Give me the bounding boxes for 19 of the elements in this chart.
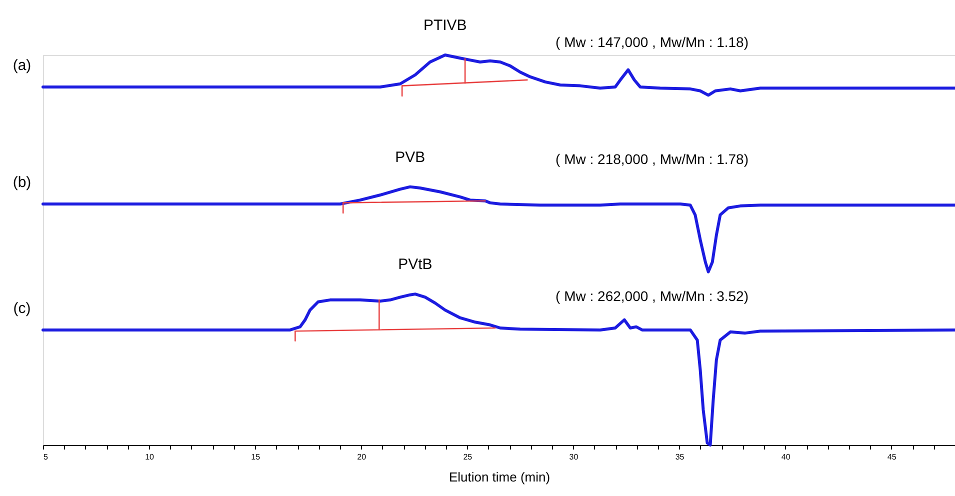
x-tick-label: 5 bbox=[44, 452, 48, 462]
x-tick-label: 40 bbox=[781, 452, 791, 462]
x-tick-label: 15 bbox=[251, 452, 261, 462]
series-label: PTIVB bbox=[423, 17, 467, 34]
series-label: PVtB bbox=[398, 256, 432, 274]
x-tick-label: 20 bbox=[357, 452, 367, 462]
text: (b) bbox=[12, 174, 32, 191]
text: (c) bbox=[13, 300, 31, 317]
x-tick-label: 30 bbox=[569, 452, 579, 462]
x-tick-label: 35 bbox=[675, 452, 685, 462]
text: (a) bbox=[12, 56, 32, 74]
x-tick-label: 25 bbox=[463, 452, 473, 462]
x-axis-title: Elution time (min) bbox=[448, 470, 550, 484]
series-label: PVB bbox=[395, 148, 426, 166]
x-tick-label: 10 bbox=[145, 452, 155, 462]
x-tick-label: 45 bbox=[887, 452, 897, 462]
annotation: ( Mw : 262,000 , Mw/Mn : 3.52) bbox=[556, 288, 749, 304]
annotation: ( Mw : 218,000 , Mw/Mn : 1.78) bbox=[556, 150, 749, 167]
text: ( Mw : 147,000 , Mw/Mn : 1.18) bbox=[556, 34, 749, 50]
